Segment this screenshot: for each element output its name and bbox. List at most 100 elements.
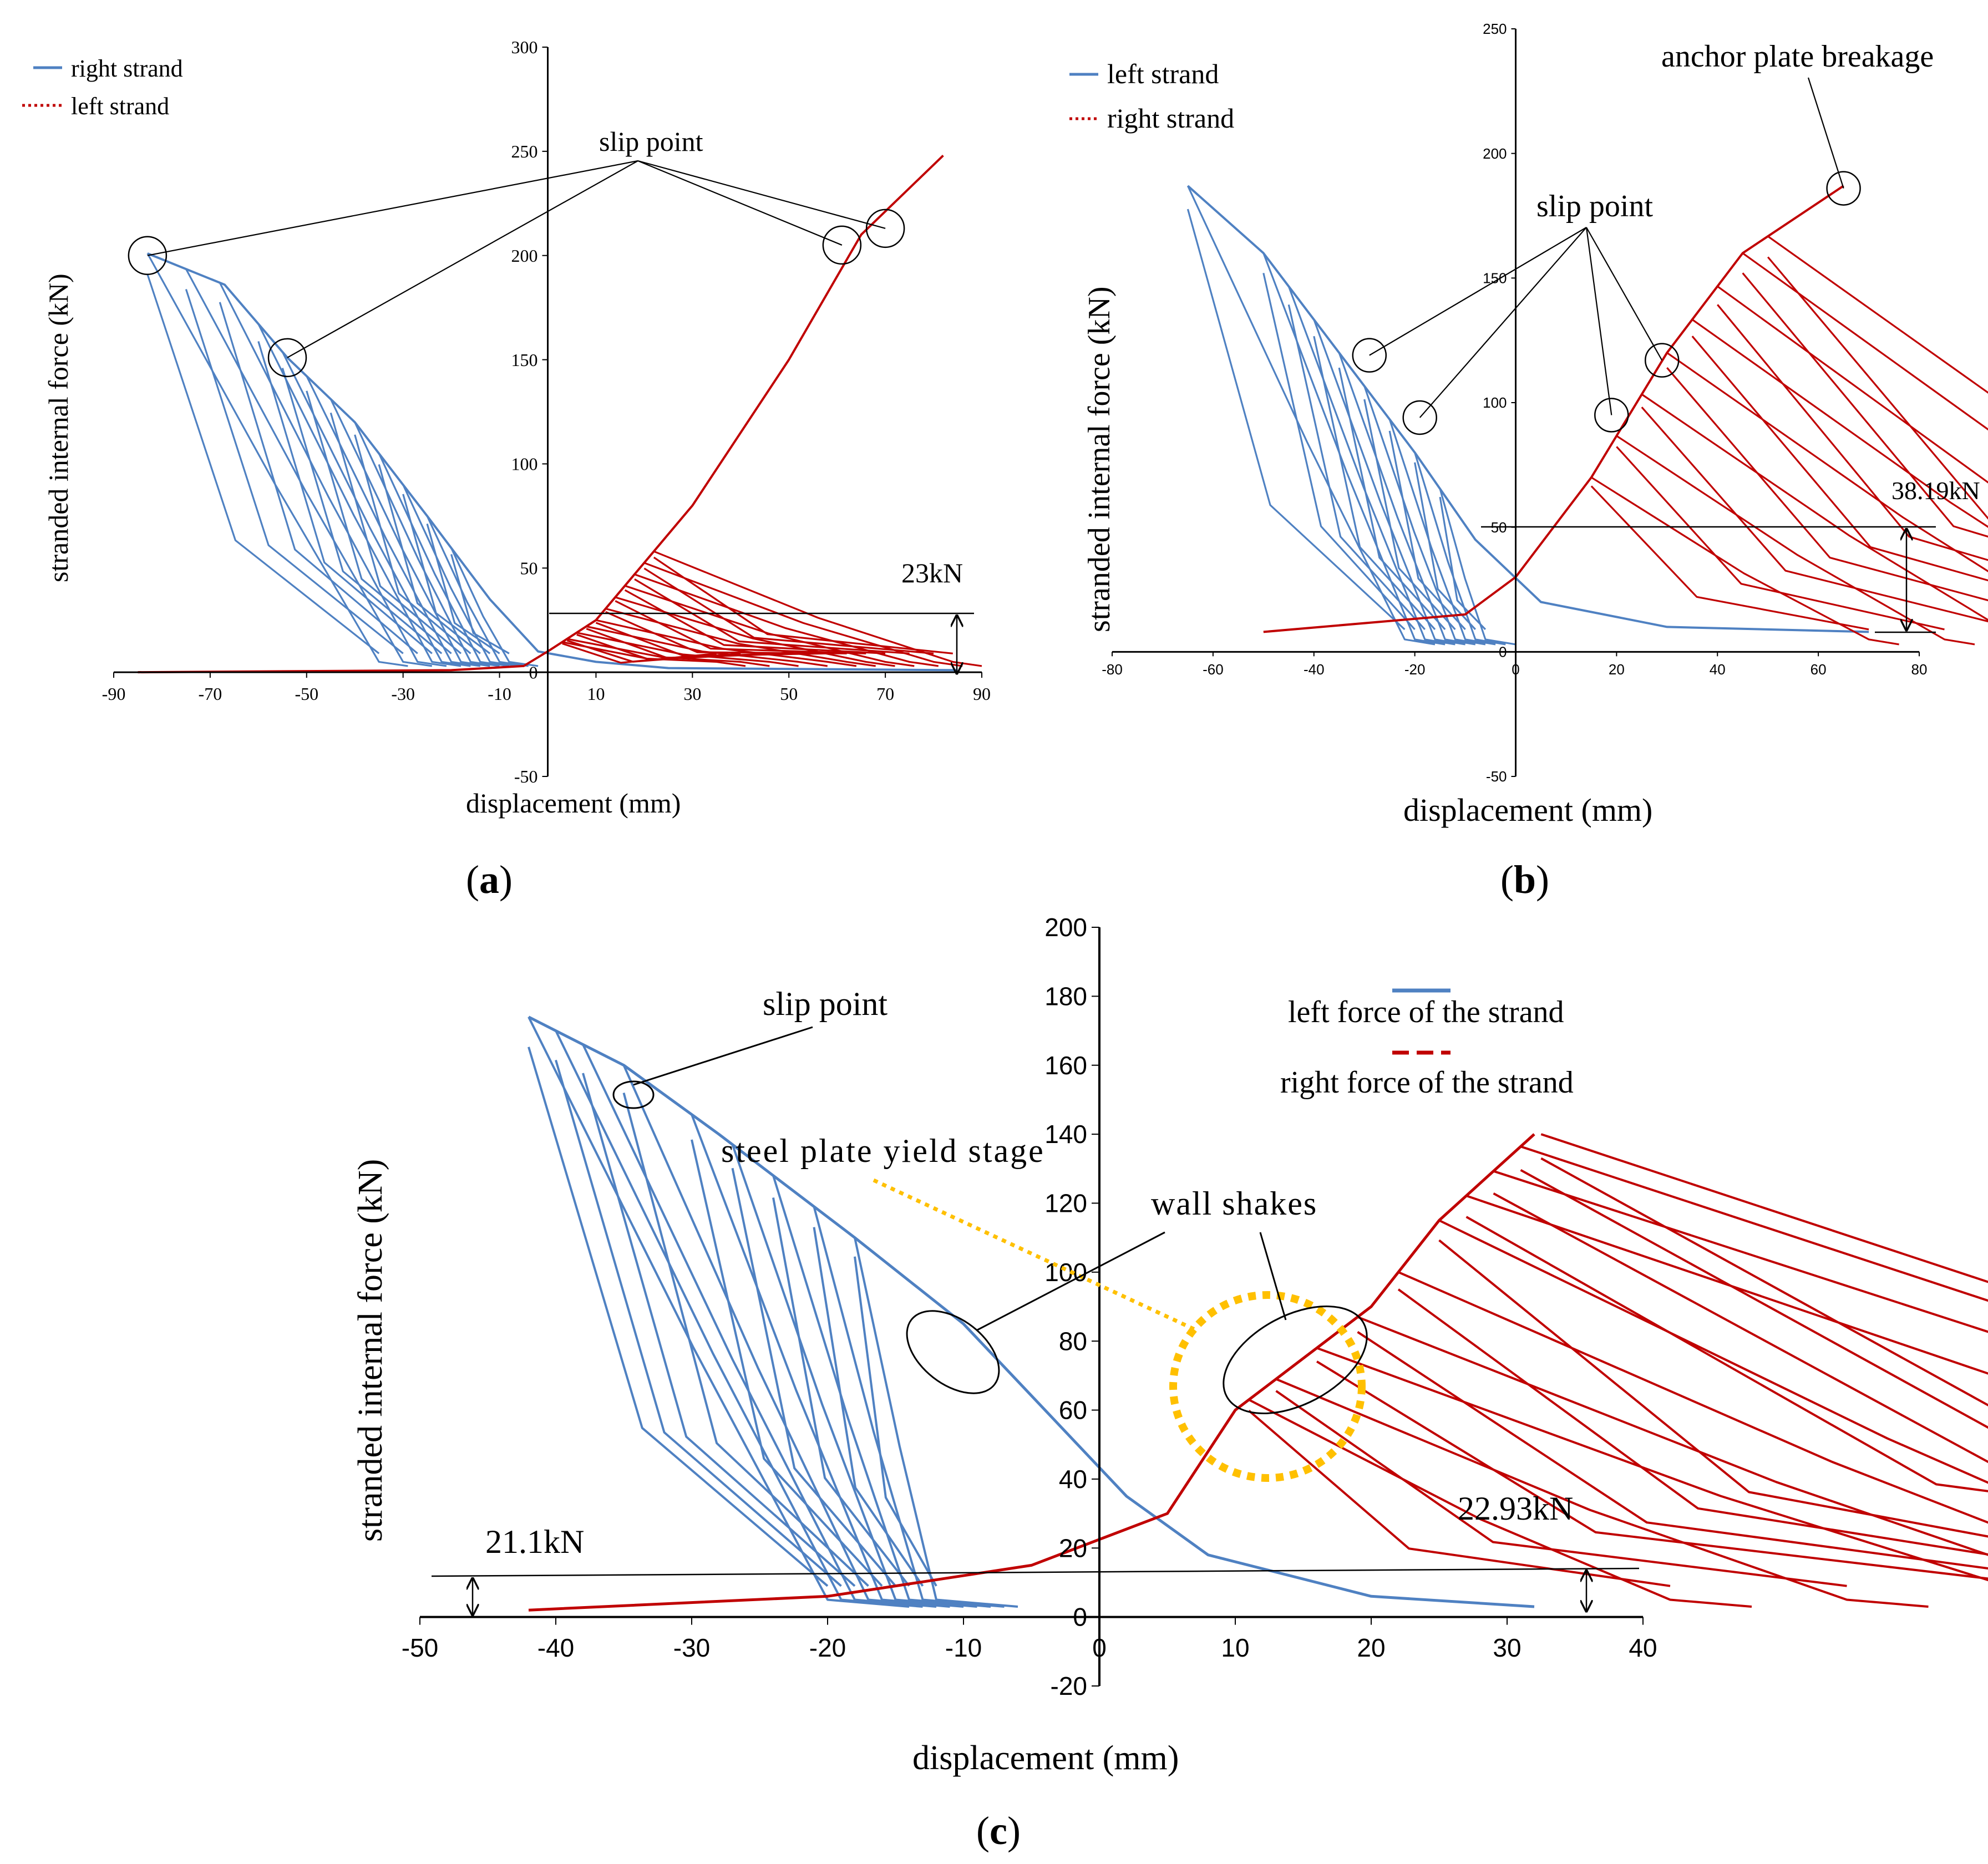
a-series-1-loop-down	[653, 550, 982, 667]
c-x-tick-label: 10	[1221, 1633, 1249, 1662]
a-series-0-loop-up	[185, 289, 404, 654]
b-series-0-loop-down	[1313, 319, 1465, 646]
a-series-0-envelope	[147, 252, 958, 672]
chart-b: -80 -60 -40 -20 0 20 40 60 80-50050100150200250 …	[1069, 21, 1988, 902]
c-series-0-loop-up	[772, 1197, 910, 1587]
c-caption-close: )	[1007, 1809, 1021, 1853]
b-series-0-envelope	[1187, 185, 1869, 633]
c-series-0-loop-down	[582, 1044, 937, 1608]
c-series-1-loop-up	[1438, 1239, 1988, 1538]
a-series-0-loop-down	[219, 282, 447, 667]
c-series-0-loop-up	[854, 1256, 937, 1587]
c-series-0-loop-down	[731, 1144, 977, 1608]
a-series-1-loop-up	[653, 556, 953, 654]
c-x-tick-label: -40	[537, 1633, 574, 1662]
b-slip-marker	[1644, 343, 1680, 378]
b-series-1-loop-down	[1691, 318, 1988, 528]
b-series-0-loop-down	[1186, 185, 1436, 646]
a-series-0-loop-up	[281, 368, 443, 654]
a-x-tick-label: -10	[488, 684, 511, 704]
b-series-0-loop-up	[1439, 496, 1487, 631]
b-series-0-loop-up	[1287, 304, 1426, 630]
a-series-0-loop-up	[354, 434, 471, 654]
a-x-tick-label: -90	[102, 684, 126, 704]
c-axes: -50 -40 -30 -20 -10 0 10 20 30 40-200204060801001…	[402, 913, 1657, 1700]
b-slip-leader	[1585, 227, 1612, 415]
c-y-tick-label: 0	[1073, 1603, 1087, 1632]
c-series-1-loop-down	[1275, 1378, 1929, 1608]
b-legend-label-0: left strand	[1107, 58, 1219, 89]
c-preload-right-label: 22.93kN	[1458, 1490, 1573, 1527]
a-series-0-loop-up	[329, 412, 462, 654]
c-yield-circle	[1169, 1291, 1366, 1482]
a-preload-label: 23kN	[901, 557, 963, 588]
b-y-tick-label: 200	[1483, 145, 1507, 162]
c-y-tick-label: 120	[1044, 1189, 1087, 1218]
a-series-0-loop-up	[378, 464, 481, 654]
a-curves	[138, 154, 982, 674]
a-caption: (a)	[466, 857, 513, 902]
b-series-1-loop-down	[1767, 235, 1988, 394]
c-shakes-leader-left	[977, 1231, 1165, 1331]
c-y-tick-label: 160	[1044, 1051, 1087, 1080]
b-x-tick-label: -60	[1203, 661, 1224, 678]
b-series-1-loop-up	[1666, 367, 1988, 602]
c-caption: (c)	[976, 1809, 1021, 1853]
b-y-tick-label: 150	[1483, 270, 1507, 286]
chart-a: -90 -70 -50 -30 -10 10 30 50 70 90 -50 0 50 100 150 200…	[22, 37, 991, 902]
c-x-tick-label: -50	[402, 1633, 438, 1662]
a-series-1-loop-down	[634, 573, 939, 667]
b-slip-leader	[1419, 227, 1587, 418]
a-y-tick-label: 300	[511, 37, 538, 57]
b-slip-leader	[1369, 227, 1587, 356]
a-series-1-loop-down	[596, 619, 857, 667]
a-y-tick-label: 150	[511, 350, 538, 370]
a-y-tick-label: 0	[529, 662, 538, 682]
c-series-1-loop-up	[1275, 1390, 1847, 1587]
a-series-0-loop-down	[329, 399, 490, 667]
c-shakes-label: wall shakes	[1151, 1185, 1317, 1222]
a-slip-marker	[128, 236, 168, 275]
b-slip-point-label: slip point	[1536, 189, 1653, 224]
c-x-tick-label: 40	[1629, 1633, 1657, 1662]
c-x-tick-label: 20	[1357, 1633, 1385, 1662]
b-annotations: slip point anchor plate breakage 38.19kN	[1352, 39, 1980, 633]
b-caption-close: )	[1536, 857, 1549, 902]
a-series-0-loop-down	[354, 421, 500, 667]
a-legend-label-1: left strand	[71, 93, 169, 120]
c-series-1-loop-down	[1357, 1316, 1988, 1556]
c-series-0-loop-up	[582, 1073, 856, 1587]
c-series-0-loop-down	[555, 1030, 923, 1608]
c-curves	[528, 1015, 1988, 1612]
b-y-tick-label: 0	[1499, 643, 1507, 660]
a-series-1-loop-down	[625, 585, 915, 667]
b-series-1-loop-up	[1767, 256, 1988, 520]
a-slip-markers	[128, 160, 905, 378]
c-yield-label: steel plate yield stage	[721, 1132, 1045, 1169]
c-series-0-loop-down	[772, 1175, 991, 1608]
c-y-axis-label: stranded internal force (kN)	[352, 1159, 389, 1542]
c-series-0-envelope	[528, 1015, 1535, 1608]
c-series-0-loop-up	[528, 1047, 829, 1587]
b-x-tick-label: -20	[1404, 661, 1426, 678]
chart-c: -50 -40 -30 -20 -10 0 10 20 30 40-200204060801001…	[352, 913, 1988, 1853]
b-series-1-loop-down	[1717, 286, 1988, 484]
a-y-tick-label: 200	[511, 246, 538, 266]
c-series-1-loop-up	[1493, 1192, 1988, 1464]
a-slip-leader	[637, 160, 843, 246]
b-slip-leader	[1807, 77, 1844, 189]
b-series-1-loop-up	[1691, 336, 1988, 582]
b-slip-leader	[1586, 227, 1663, 361]
b-series-0-loop-up	[1313, 336, 1436, 630]
a-slip-leader	[287, 160, 638, 358]
b-slip-marker	[1352, 338, 1387, 373]
c-legend-label-1: right force of the strand	[1280, 1065, 1574, 1100]
b-series-1-loop-down	[1742, 252, 1988, 431]
a-annotations: slip point 23kN	[128, 126, 974, 673]
b-caption-open: (	[1500, 857, 1514, 902]
c-series-1-loop-up	[1357, 1331, 1988, 1570]
a-caption-letter: a	[479, 857, 499, 902]
b-y-tick-label: 250	[1483, 21, 1507, 37]
c-y-tick-label: 200	[1044, 913, 1087, 942]
a-series-0-loop-up	[450, 553, 510, 654]
